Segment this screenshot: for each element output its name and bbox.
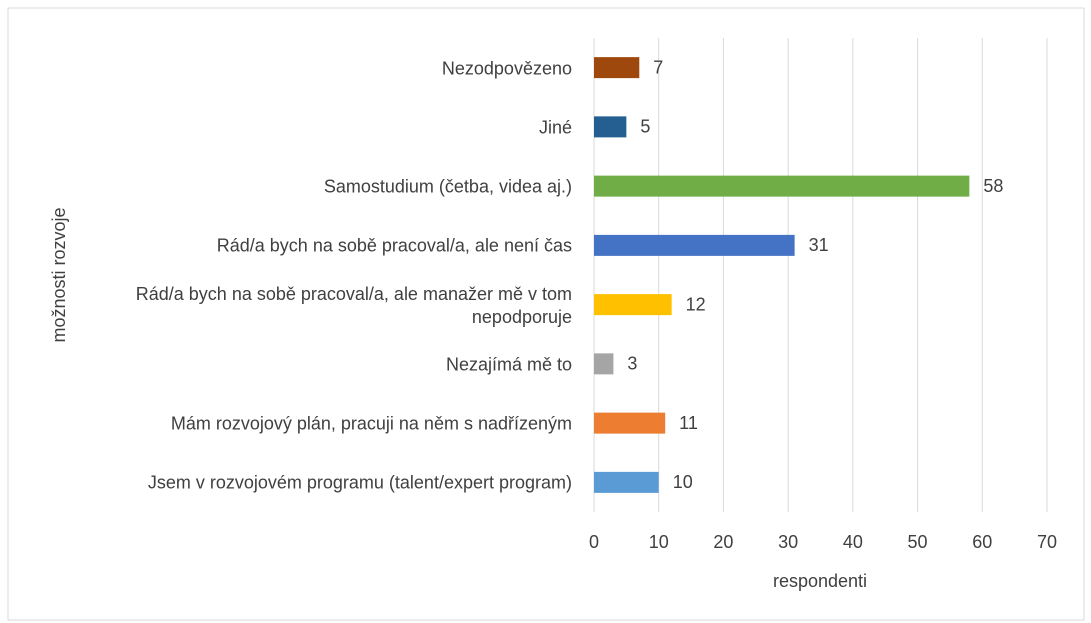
data-label: 5	[640, 117, 650, 137]
y-tick-label: Jsem v rozvojovém programu (talent/exper…	[147, 472, 572, 493]
x-tick-label: 40	[843, 532, 863, 552]
bar	[594, 412, 666, 434]
y-tick-label: Rád/a bych na sobě pracoval/a, ale není …	[216, 235, 572, 256]
x-tick-label: 30	[778, 532, 798, 552]
bar	[594, 234, 795, 256]
x-tick-label: 60	[972, 532, 992, 552]
x-tick-label: 20	[713, 532, 733, 552]
y-tick-label: Jiné	[538, 117, 572, 138]
x-tick-label: 0	[589, 532, 599, 552]
bar	[594, 471, 659, 493]
y-tick-label: Rád/a bych na sobě pracoval/a, ale manaž…	[135, 283, 572, 327]
x-axis-title: respondenti	[773, 571, 867, 591]
data-label: 7	[653, 57, 663, 77]
y-tick-label: Nezajímá mě to	[445, 354, 572, 375]
chart-frame	[7, 7, 1085, 621]
x-tick-label: 70	[1037, 532, 1057, 552]
y-axis-title: možnosti rozvoje	[49, 207, 69, 342]
bar	[594, 294, 672, 316]
y-tick-label: Nezodpovězeno	[441, 58, 572, 79]
bar	[594, 116, 627, 138]
data-label: 12	[686, 294, 706, 314]
bar	[594, 175, 970, 197]
data-label: 10	[673, 472, 693, 492]
data-label: 58	[983, 176, 1003, 196]
x-tick-label: 50	[908, 532, 928, 552]
bar	[594, 57, 640, 79]
y-tick-label: Samostudium (četba, videa aj.)	[323, 176, 572, 197]
data-label: 3	[627, 354, 637, 374]
data-label: 31	[809, 235, 829, 255]
bar	[594, 353, 614, 375]
x-tick-label: 10	[649, 532, 669, 552]
data-label: 11	[679, 413, 698, 433]
y-tick-label: Mám rozvojový plán, pracuji na něm s nad…	[170, 413, 572, 434]
